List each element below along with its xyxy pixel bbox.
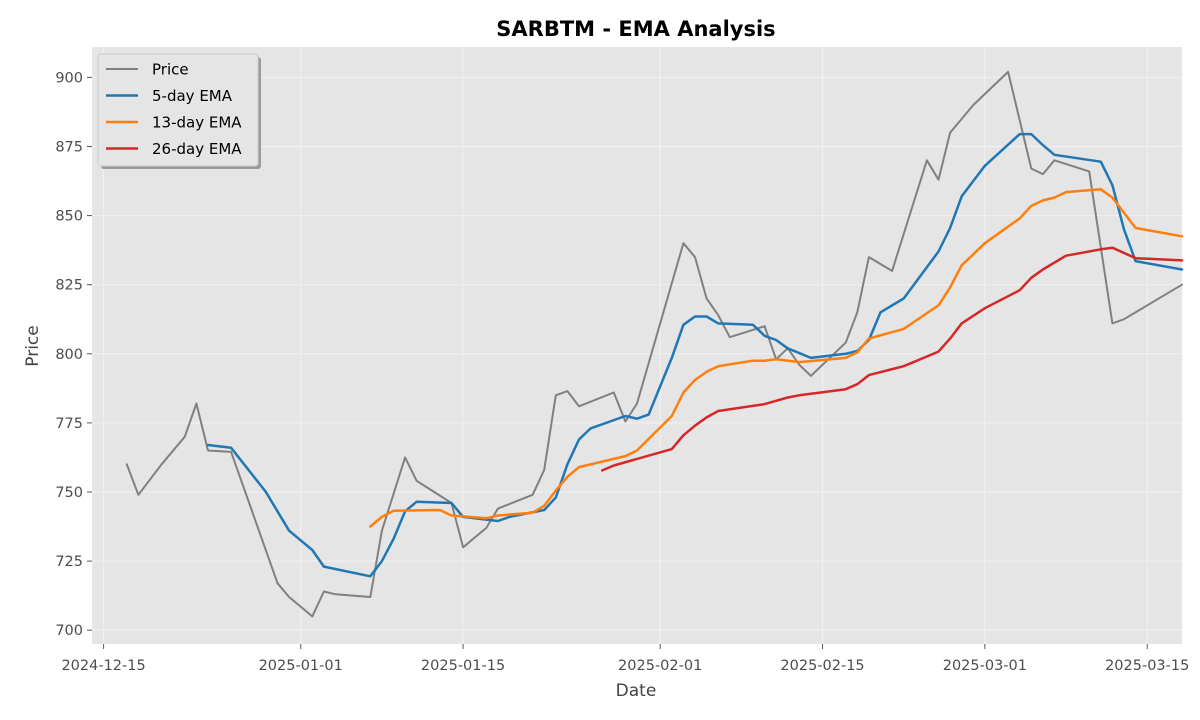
x-tick-label: 2025-03-15 [1105,658,1189,674]
grid-lines [92,47,1182,644]
series-line-26-day-ema [600,246,1184,472]
x-tick-label: 2025-01-15 [421,658,505,674]
y-tick-label: 700 [55,623,83,639]
legend-label: 13-day EMA [152,114,242,132]
x-tick-label: 2025-01-01 [259,658,343,674]
y-tick-label: 800 [55,347,83,363]
chart-title: SARBTM - EMA Analysis [496,17,775,41]
legend-label: 26-day EMA [152,140,242,158]
y-tick-label: 825 [55,278,83,294]
y-tick-label: 875 [55,140,83,156]
y-tick-label: 750 [55,485,83,501]
y-tick-label: 775 [55,416,83,432]
y-tick-label: 850 [55,209,83,225]
legend-label: Price [152,61,189,79]
x-tick-label: 2024-12-15 [61,658,145,674]
x-tick-label: 2025-02-15 [780,658,864,674]
x-tick-label: 2025-03-01 [943,658,1027,674]
y-axis-label: Price [23,325,43,366]
y-tick-label: 900 [55,70,83,86]
x-axis-ticks: 2024-12-15 2025-01-01 2025-01-15 2025-02-01… [61,644,1189,674]
legend: Price 5-day EMA 13-day EMA 26-day EMA [97,53,261,169]
x-tick-label: 2025-02-01 [618,658,702,674]
y-axis-ticks: 700 725 750 775 800 825 850 875 900 [55,70,92,639]
x-axis-label: Date [616,681,657,701]
series-line-13-day-ema [369,188,1184,528]
legend-box [97,53,259,167]
series-line-5-day-ema [206,132,1184,578]
series-lines [125,70,1184,618]
series-line-price [125,70,1183,618]
legend-label: 5-day EMA [152,87,233,105]
y-tick-label: 725 [55,554,83,570]
